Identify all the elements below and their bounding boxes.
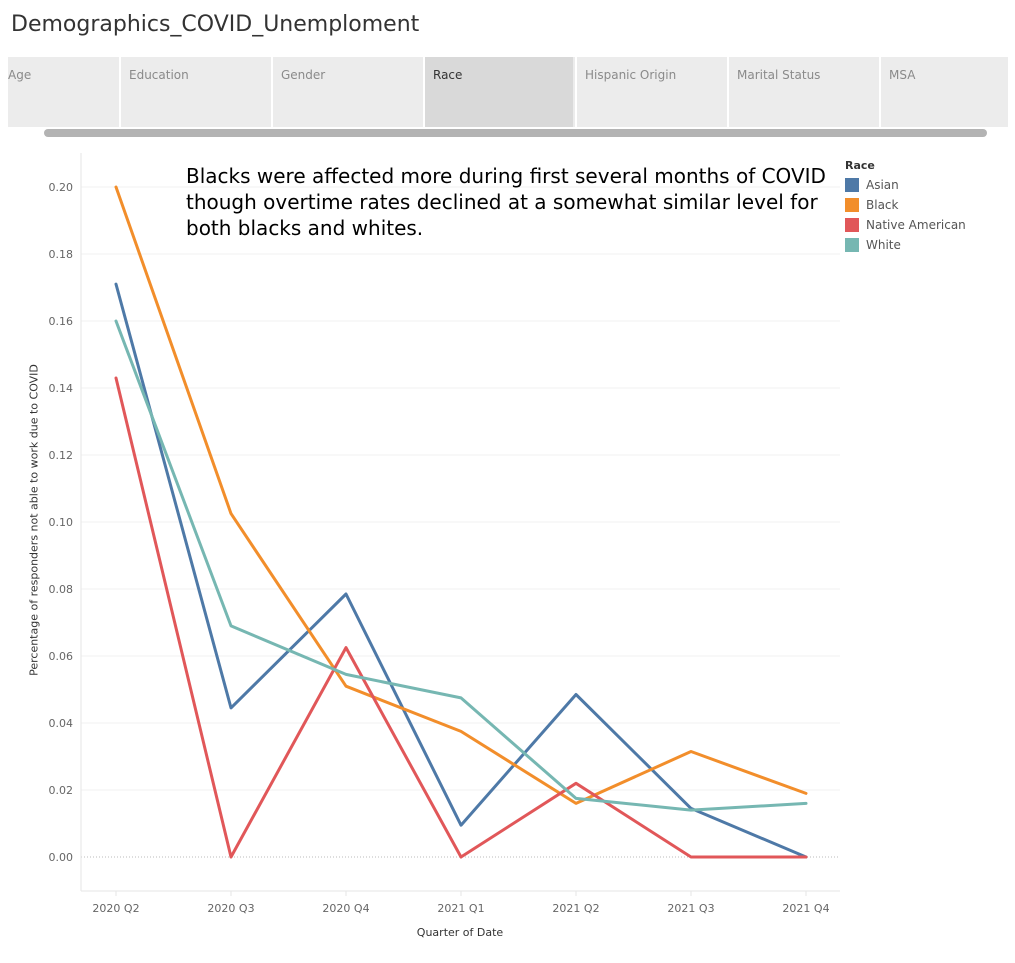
tab-msa[interactable]: MSA — [879, 57, 1008, 127]
legend-item-asian[interactable]: Asian — [845, 175, 966, 195]
x-tick-label: 2021 Q3 — [667, 902, 714, 915]
tab-race[interactable]: Race — [423, 57, 573, 127]
tab-hispanic-origin[interactable]: Hispanic Origin — [575, 57, 725, 127]
tab-gender[interactable]: Gender — [271, 57, 421, 127]
legend-swatch-asian — [845, 178, 859, 192]
y-tick-label: 0.16 — [49, 315, 74, 328]
y-tick-label: 0.02 — [49, 784, 74, 797]
chart-annotation: Blacks were affected more during first s… — [186, 164, 826, 240]
x-axis-ticks: 2020 Q2 2020 Q3 2020 Q4 2021 Q1 2021 Q2 2021 … — [92, 891, 830, 915]
tab-age[interactable]: Age — [8, 68, 32, 82]
legend-label-native-american: Native American — [866, 218, 966, 232]
x-tick-label: 2021 Q4 — [782, 902, 829, 915]
legend-label-white: White — [866, 238, 901, 252]
legend-label-asian: Asian — [866, 178, 899, 192]
legend-swatch-native-american — [845, 218, 859, 232]
legend-item-white[interactable]: White — [845, 235, 966, 255]
y-tick-label: 0.08 — [49, 583, 74, 596]
legend-item-black[interactable]: Black — [845, 195, 966, 215]
legend: Race Asian Black Native American White — [845, 159, 966, 255]
x-tick-label: 2021 Q2 — [552, 902, 599, 915]
y-tick-label: 0.12 — [49, 449, 74, 462]
x-tick-label: 2020 Q4 — [322, 902, 369, 915]
x-tick-label: 2020 Q2 — [92, 902, 139, 915]
y-tick-label: 0.20 — [49, 181, 74, 194]
y-tick-label: 0.06 — [49, 650, 74, 663]
legend-title: Race — [845, 159, 875, 172]
y-tick-label: 0.18 — [49, 248, 74, 261]
series-lines — [114, 185, 808, 859]
legend-swatch-white — [845, 238, 859, 252]
y-tick-label: 0.00 — [49, 851, 74, 864]
y-tick-label: 0.14 — [49, 382, 74, 395]
y-tick-label: 0.10 — [49, 516, 74, 529]
y-tick-label: 0.04 — [49, 717, 74, 730]
legend-swatch-black — [845, 198, 859, 212]
tab-marital-status[interactable]: Marital Status — [727, 57, 877, 127]
x-axis-title: Quarter of Date — [416, 926, 504, 939]
series-line-white[interactable] — [114, 319, 808, 812]
page-title: Demographics_COVID_Unemploment — [11, 12, 420, 37]
legend-label-black: Black — [866, 198, 899, 212]
series-line-native-american[interactable] — [114, 376, 808, 859]
series-line-asian[interactable] — [114, 282, 808, 859]
legend-item-native-american[interactable]: Native American — [845, 215, 966, 235]
gridlines — [81, 186, 840, 858]
y-axis-title: Percentage of responders not able to wor… — [27, 364, 41, 676]
x-tick-label: 2020 Q3 — [207, 902, 254, 915]
tab-bar: Age Education Gender Race Hispanic Origi… — [8, 57, 1008, 127]
x-tick-label: 2021 Q1 — [437, 902, 484, 915]
y-axis-ticks: 0.00 0.02 0.04 0.06 0.08 0.10 0.12 0.14 0.16 0.18… — [49, 181, 74, 864]
horizontal-scrollbar[interactable] — [44, 129, 987, 137]
tab-education[interactable]: Education — [119, 57, 269, 127]
series-line-black[interactable] — [114, 185, 808, 805]
